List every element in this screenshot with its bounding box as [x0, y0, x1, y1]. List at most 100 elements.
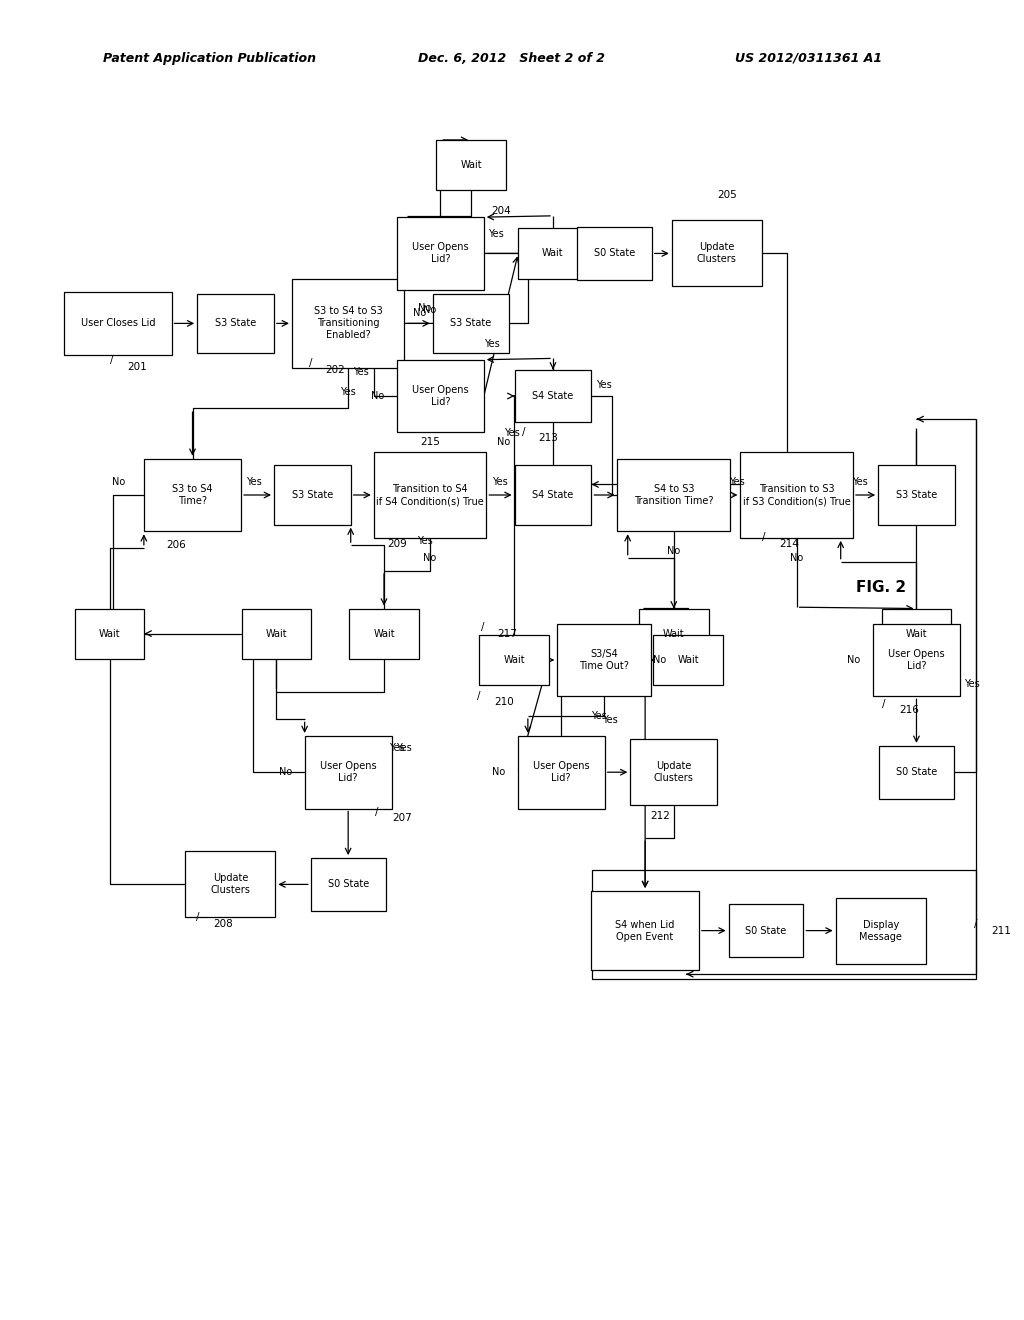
Text: S0 State: S0 State	[328, 879, 369, 890]
Text: User Opens
Lid?: User Opens Lid?	[412, 385, 469, 407]
Text: Update
Clusters: Update Clusters	[654, 762, 693, 783]
Text: Transition to S4
if S4 Condition(s) True: Transition to S4 if S4 Condition(s) True	[376, 484, 484, 506]
FancyBboxPatch shape	[518, 228, 588, 279]
Text: S3/S4
Time Out?: S3/S4 Time Out?	[580, 649, 629, 671]
Text: No: No	[113, 477, 126, 487]
FancyBboxPatch shape	[311, 858, 386, 911]
FancyBboxPatch shape	[617, 458, 730, 531]
Text: /: /	[480, 622, 484, 632]
Text: 207: 207	[392, 813, 412, 824]
Text: Yes: Yes	[352, 367, 369, 378]
FancyBboxPatch shape	[653, 635, 723, 685]
Text: Transition to S3
if S3 Condition(s) True: Transition to S3 if S3 Condition(s) True	[742, 484, 851, 506]
Text: US 2012/0311361 A1: US 2012/0311361 A1	[735, 51, 883, 65]
Text: S4 State: S4 State	[532, 391, 573, 401]
Text: Display
Message: Display Message	[859, 920, 902, 941]
FancyBboxPatch shape	[479, 635, 549, 685]
Text: User Opens
Lid?: User Opens Lid?	[319, 762, 377, 783]
Text: Update
Clusters: Update Clusters	[697, 243, 736, 264]
FancyBboxPatch shape	[433, 293, 510, 352]
Text: Wait: Wait	[503, 655, 525, 665]
Text: /: /	[521, 426, 525, 437]
Text: Yes: Yes	[389, 743, 406, 754]
Text: S3 State: S3 State	[896, 490, 937, 500]
FancyBboxPatch shape	[882, 609, 951, 659]
FancyBboxPatch shape	[515, 370, 592, 422]
FancyBboxPatch shape	[397, 359, 484, 433]
Text: 210: 210	[495, 697, 514, 708]
Text: 206: 206	[166, 540, 185, 550]
FancyBboxPatch shape	[274, 465, 350, 524]
Text: Yes: Yes	[729, 477, 745, 487]
FancyBboxPatch shape	[305, 737, 392, 808]
Text: Patent Application Publication: Patent Application Publication	[103, 51, 316, 65]
Text: User Closes Lid: User Closes Lid	[81, 318, 155, 329]
Text: S4 when Lid
Open Event: S4 when Lid Open Event	[615, 920, 675, 941]
Text: User Opens
Lid?: User Opens Lid?	[412, 243, 469, 264]
Text: /: /	[308, 358, 312, 368]
FancyBboxPatch shape	[515, 465, 592, 524]
FancyBboxPatch shape	[518, 737, 604, 808]
Text: 217: 217	[498, 628, 517, 639]
Text: No: No	[414, 308, 426, 318]
Text: Yes: Yes	[492, 477, 508, 487]
Text: FIG. 2: FIG. 2	[856, 579, 905, 595]
FancyBboxPatch shape	[374, 451, 486, 539]
FancyBboxPatch shape	[143, 458, 242, 531]
Text: 202: 202	[326, 364, 345, 375]
Text: Yes: Yes	[504, 428, 520, 438]
FancyBboxPatch shape	[197, 293, 274, 352]
Text: S4 State: S4 State	[532, 490, 573, 500]
FancyBboxPatch shape	[578, 227, 651, 280]
Text: Yes: Yes	[602, 715, 618, 725]
FancyBboxPatch shape	[740, 451, 853, 539]
Text: No: No	[424, 553, 436, 562]
Text: S3 to S4
Time?: S3 to S4 Time?	[172, 484, 213, 506]
Text: S0 State: S0 State	[896, 767, 937, 777]
Text: 215: 215	[420, 437, 439, 447]
Text: 212: 212	[650, 810, 670, 821]
Text: No: No	[653, 655, 666, 665]
Text: S4 to S3
Transition Time?: S4 to S3 Transition Time?	[634, 484, 714, 506]
Text: Yes: Yes	[596, 380, 611, 391]
Text: /: /	[477, 690, 481, 701]
Text: S0 State: S0 State	[745, 925, 786, 936]
FancyBboxPatch shape	[872, 624, 961, 697]
Text: No: No	[848, 655, 860, 665]
FancyBboxPatch shape	[879, 746, 954, 799]
Text: 211: 211	[991, 925, 1011, 936]
Text: Dec. 6, 2012   Sheet 2 of 2: Dec. 6, 2012 Sheet 2 of 2	[419, 51, 605, 65]
FancyBboxPatch shape	[292, 279, 404, 368]
FancyBboxPatch shape	[185, 851, 275, 917]
Text: S3 State: S3 State	[215, 318, 256, 329]
Text: No: No	[791, 553, 803, 562]
Text: S3 to S4 to S3
Transitioning
Enabled?: S3 to S4 to S3 Transitioning Enabled?	[313, 306, 383, 341]
FancyBboxPatch shape	[557, 624, 651, 697]
Text: S0 State: S0 State	[594, 248, 635, 259]
FancyBboxPatch shape	[631, 739, 717, 805]
FancyBboxPatch shape	[63, 292, 171, 355]
Text: 201: 201	[127, 362, 146, 372]
Text: 216: 216	[899, 705, 919, 715]
Text: No: No	[419, 302, 431, 313]
Text: Yes: Yes	[852, 477, 868, 487]
Text: /: /	[974, 919, 978, 929]
Text: Update
Clusters: Update Clusters	[211, 874, 250, 895]
Text: Yes: Yes	[483, 339, 500, 348]
Text: No: No	[668, 546, 680, 556]
Text: User Opens
Lid?: User Opens Lid?	[532, 762, 590, 783]
Text: No: No	[372, 391, 385, 401]
Text: /: /	[110, 355, 114, 366]
Text: 209: 209	[387, 539, 407, 549]
Text: Yes: Yes	[488, 228, 504, 239]
Text: Yes: Yes	[965, 678, 980, 689]
Text: Yes: Yes	[591, 711, 607, 721]
Text: Wait: Wait	[542, 248, 564, 259]
FancyBboxPatch shape	[349, 609, 419, 659]
Text: S3 State: S3 State	[292, 490, 333, 500]
FancyBboxPatch shape	[436, 140, 506, 190]
FancyBboxPatch shape	[75, 609, 144, 659]
Text: 214: 214	[779, 539, 799, 549]
Text: /: /	[762, 532, 766, 543]
Text: Wait: Wait	[373, 628, 395, 639]
